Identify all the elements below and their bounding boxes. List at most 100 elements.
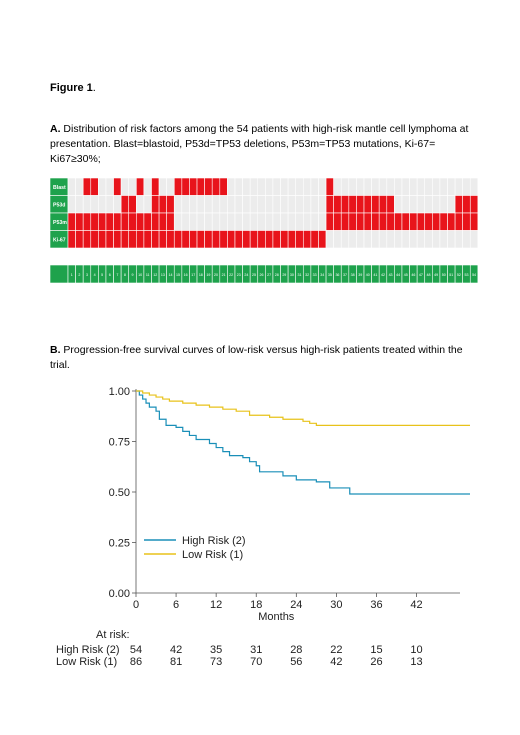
heatmap-cell	[151, 212, 160, 231]
patient-number-label: 7	[116, 273, 118, 277]
y-tick-label: 1.00	[109, 386, 130, 398]
heatmap-cell	[211, 212, 221, 231]
heatmap-cell	[363, 230, 372, 249]
heatmap-cell	[401, 212, 410, 231]
patient-number-label: 13	[161, 273, 165, 277]
heatmap-cell	[181, 212, 190, 231]
heatmap-row-label: P53d	[53, 202, 65, 208]
heatmap-cell	[356, 195, 365, 214]
heatmap-cell	[371, 230, 380, 249]
heatmap-cell	[295, 230, 304, 249]
heatmap-cell	[227, 178, 236, 196]
patient-number-label: 36	[335, 273, 339, 277]
heatmap-cell	[67, 212, 76, 231]
heatmap-cell	[280, 195, 289, 214]
heatmap-cell	[409, 230, 418, 249]
heatmap-cell	[386, 195, 395, 214]
patient-number-label: 19	[206, 273, 210, 277]
heatmap-cell	[363, 212, 372, 231]
heatmap-cell	[469, 178, 479, 196]
heatmap-cell	[356, 212, 365, 231]
heatmap-cell	[90, 178, 99, 196]
at-risk-value: 22	[330, 644, 342, 656]
heatmap-cell	[318, 212, 327, 231]
heatmap-cell	[416, 195, 426, 214]
heatmap-cell	[333, 195, 342, 214]
heatmap-cell	[166, 212, 175, 231]
heatmap-cell	[401, 195, 410, 214]
x-axis-label: Months	[258, 611, 295, 623]
heatmap-cell	[272, 195, 281, 214]
heatmap-cell	[249, 195, 259, 214]
heatmap-cell	[340, 230, 350, 249]
heatmap-cell	[394, 195, 403, 214]
heatmap-cell	[196, 178, 205, 196]
heatmap-cell	[280, 212, 289, 231]
patient-number-label: 10	[138, 273, 142, 277]
heatmap-cell	[98, 212, 107, 231]
heatmap-cell	[75, 195, 84, 214]
heatmap-cell	[257, 195, 266, 214]
heatmap-cell	[447, 230, 456, 249]
heatmap-cell	[280, 178, 289, 196]
patient-number-label: 1	[71, 273, 73, 277]
heatmap-cell	[98, 178, 107, 196]
panel-a-label: A.	[50, 123, 61, 135]
heatmap-cell	[462, 195, 471, 214]
patient-number-label: 11	[146, 273, 150, 277]
heatmap-cell	[348, 178, 357, 196]
patient-number-label: 26	[260, 273, 264, 277]
heatmap-cell	[189, 178, 198, 196]
heatmap-cell	[401, 178, 410, 196]
at-risk-value: 15	[370, 644, 382, 656]
heatmap-cell	[363, 195, 372, 214]
heatmap-cell	[462, 230, 471, 249]
heatmap-cell	[272, 212, 281, 231]
heatmap-cell	[363, 178, 372, 196]
km-curve-high-risk-2	[136, 390, 470, 495]
heatmap-cell	[136, 195, 145, 214]
heatmap-cell	[173, 195, 183, 214]
patient-number-label: 50	[442, 273, 446, 277]
patient-number-label: 12	[153, 273, 157, 277]
heatmap-cell	[265, 230, 274, 249]
heatmap-cell	[378, 230, 388, 249]
patient-number-label: 21	[222, 273, 226, 277]
patient-number-label: 23	[237, 273, 241, 277]
heatmap-cell	[151, 195, 160, 214]
patient-number-label: 29	[282, 273, 286, 277]
heatmap-cell	[158, 230, 167, 249]
patient-number-label: 3	[86, 273, 88, 277]
heatmap-cell	[265, 212, 274, 231]
at-risk-value: 73	[210, 656, 222, 668]
heatmap-cell	[234, 195, 243, 214]
heatmap-cell	[227, 195, 236, 214]
heatmap-cell	[287, 212, 297, 231]
heatmap-cell	[378, 212, 388, 231]
patient-number-label: 2	[78, 273, 80, 277]
heatmap-cell	[227, 212, 236, 231]
legend-label: High Risk (2)	[182, 535, 246, 547]
patient-number-label: 47	[419, 273, 423, 277]
panel-b-text: Progression-free survival curves of low-…	[50, 344, 463, 371]
heatmap-cell	[204, 230, 213, 249]
heatmap-cell	[302, 212, 312, 231]
x-tick-label: 0	[133, 599, 139, 611]
heatmap-cell	[348, 195, 357, 214]
heatmap-cell	[143, 178, 152, 196]
figure-title: Figure 1.	[50, 82, 96, 94]
heatmap-cell	[265, 178, 274, 196]
heatmap-cell	[257, 230, 266, 249]
heatmap-cell	[173, 230, 183, 249]
y-tick-label: 0.00	[109, 588, 130, 600]
patient-number-label: 14	[168, 273, 172, 277]
heatmap-cell	[454, 195, 463, 214]
heatmap-cell	[249, 212, 259, 231]
heatmap-cell	[310, 195, 319, 214]
heatmap-cell	[356, 230, 365, 249]
at-risk-value: 86	[130, 656, 142, 668]
at-risk-value: 35	[210, 644, 222, 656]
heatmap-cell	[151, 178, 160, 196]
heatmap-cell	[173, 178, 183, 196]
heatmap-cell	[219, 178, 228, 196]
